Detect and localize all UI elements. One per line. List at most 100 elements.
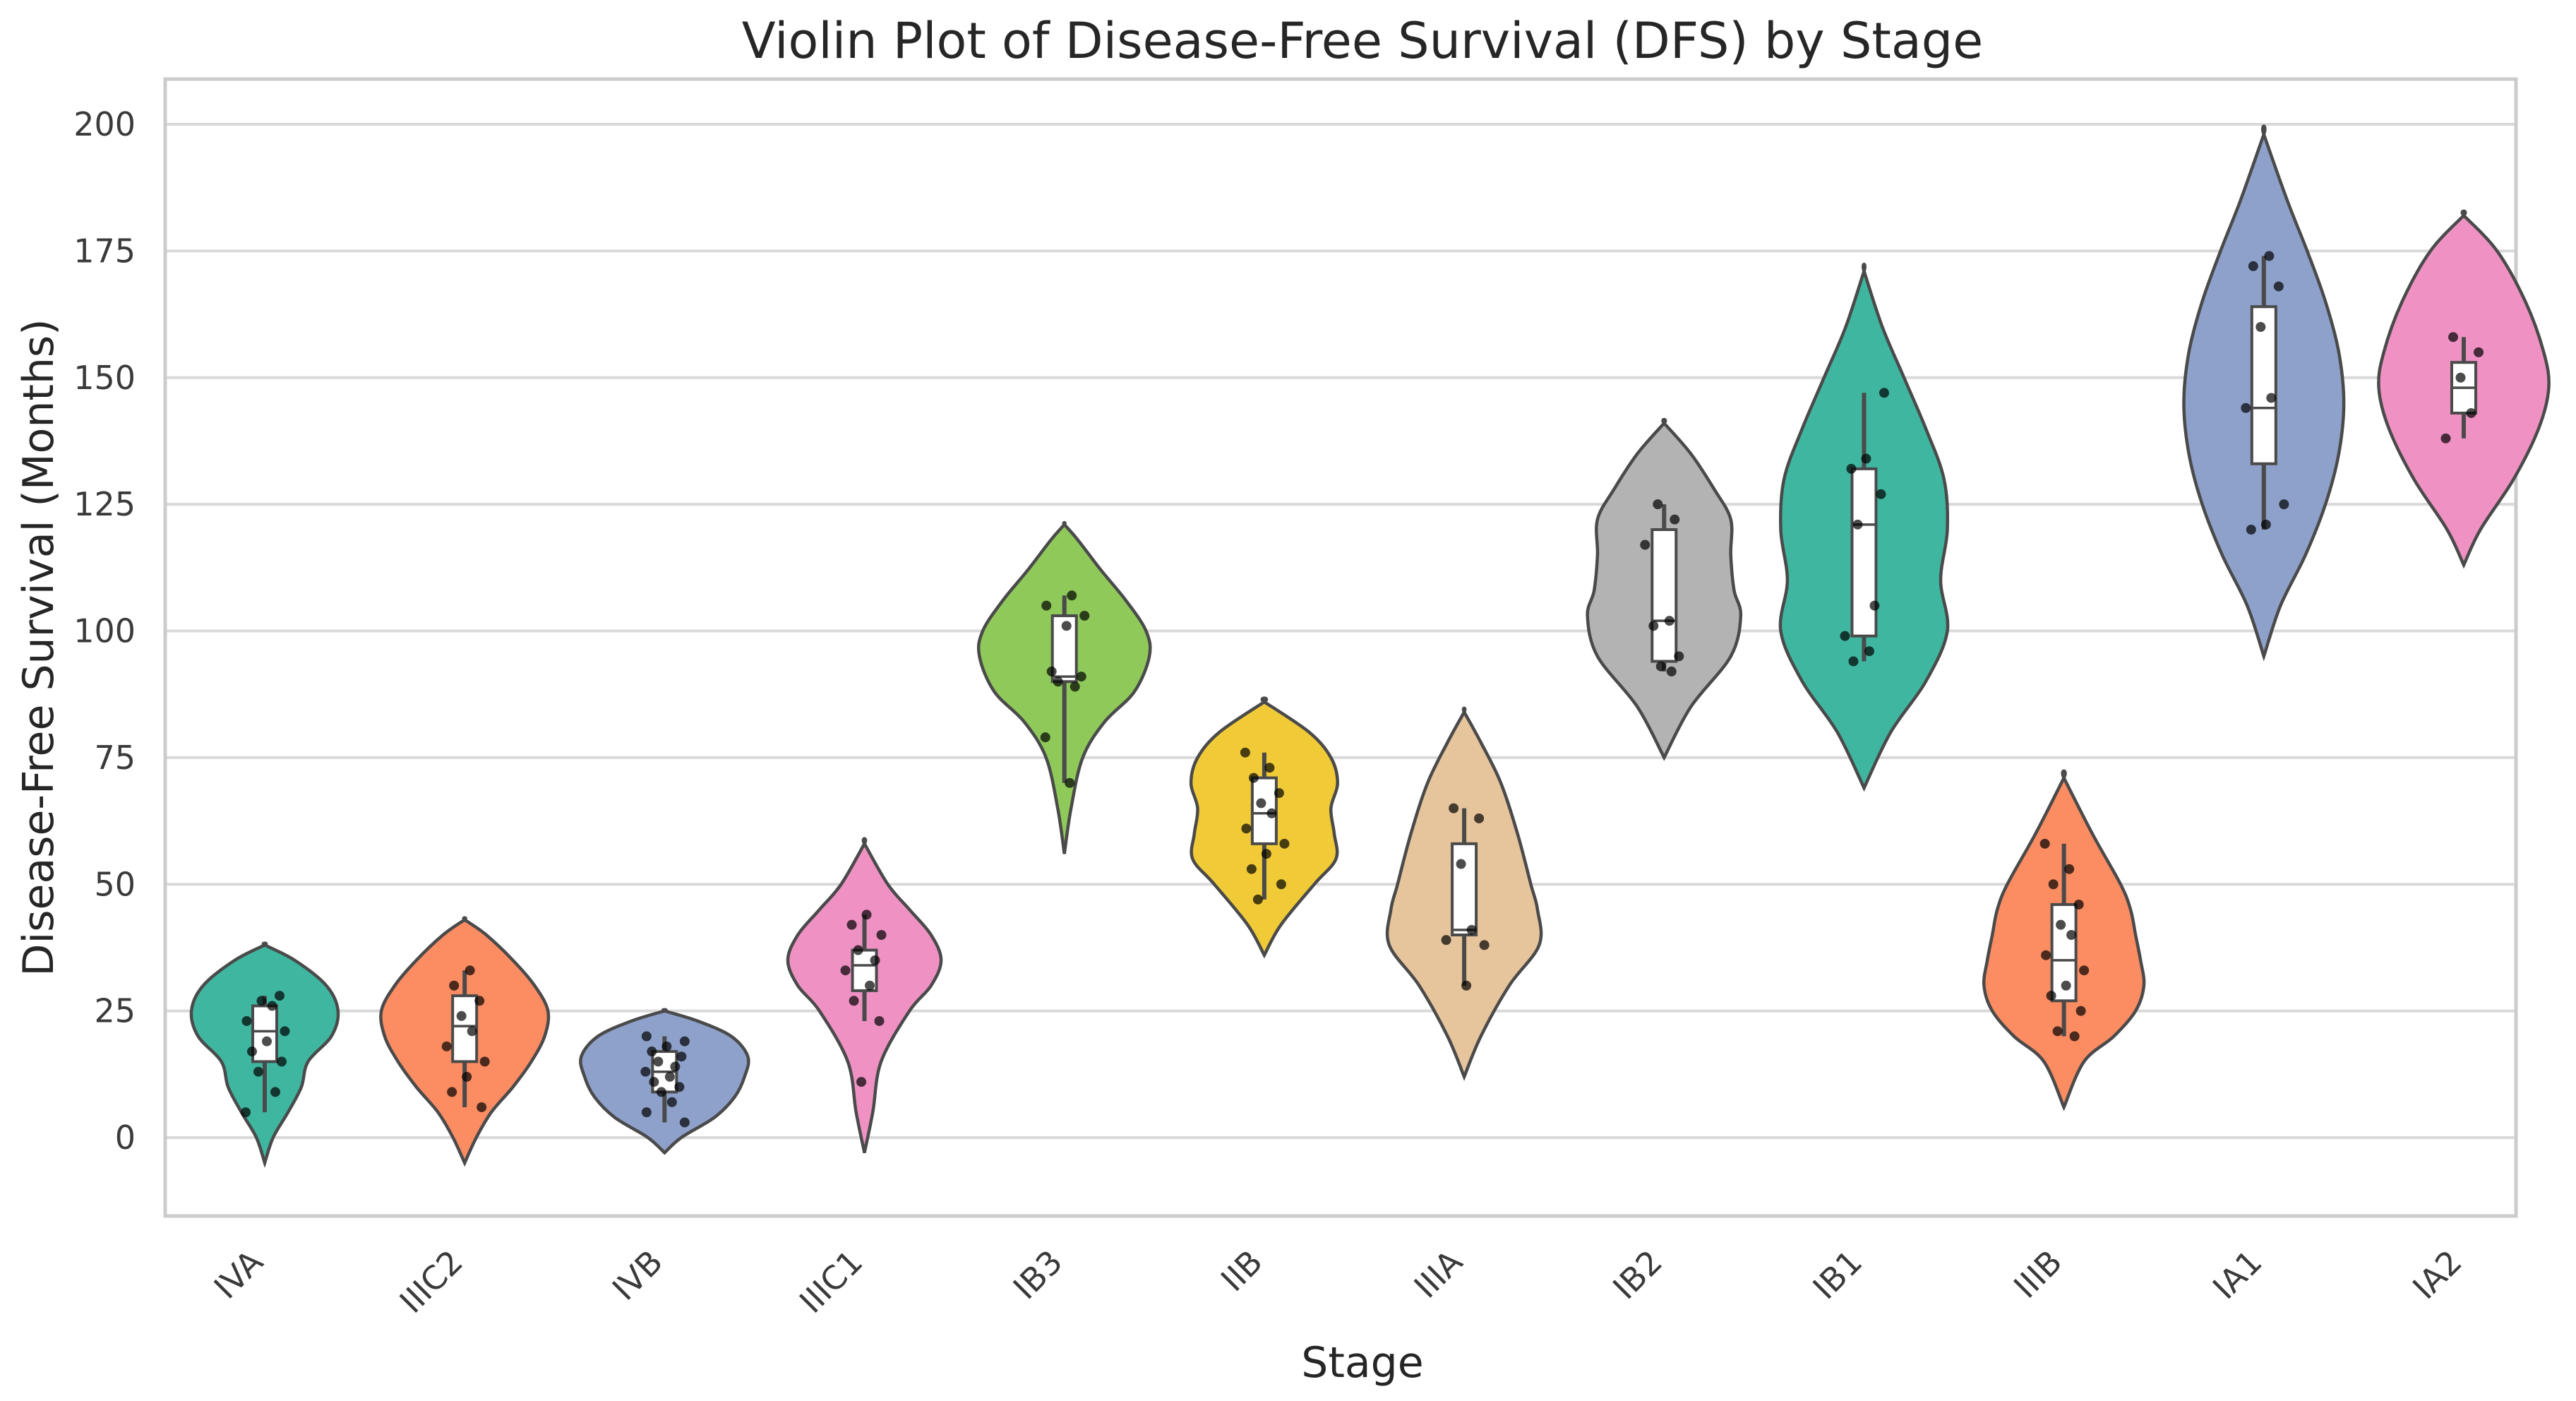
violin-layer	[189, 124, 2551, 1169]
data-point	[462, 1071, 472, 1082]
data-point	[2079, 965, 2090, 976]
data-point	[849, 996, 859, 1006]
data-point	[647, 1047, 657, 1057]
data-point	[2064, 864, 2075, 874]
data-point	[1864, 646, 1874, 657]
data-point	[1079, 610, 1090, 621]
grid-layer	[165, 123, 2516, 1139]
data-point	[2061, 980, 2071, 991]
data-point	[2279, 499, 2289, 510]
data-point	[1279, 838, 1290, 849]
data-point	[1852, 519, 1863, 530]
data-point	[474, 996, 485, 1006]
data-point	[1256, 798, 1266, 809]
data-point	[241, 1015, 252, 1026]
data-point	[280, 1026, 290, 1037]
data-point	[1670, 514, 1680, 525]
box	[1651, 528, 1678, 663]
x-tick-label: IIIA	[1407, 1242, 1470, 1306]
data-point	[653, 1056, 664, 1067]
data-point	[661, 1041, 672, 1051]
data-point	[253, 1066, 263, 1077]
data-point	[477, 1102, 487, 1112]
data-point	[874, 1015, 885, 1026]
violin-group-iiic1	[786, 837, 943, 1153]
y-tick-label: 0	[115, 1119, 136, 1157]
data-point	[641, 1031, 652, 1042]
data-point	[1666, 666, 1677, 676]
data-point	[1449, 803, 1459, 813]
y-tick-label: 50	[94, 865, 136, 903]
violin-group-iib	[1189, 696, 1339, 959]
data-point	[676, 1051, 687, 1062]
data-point	[649, 1077, 659, 1087]
y-tick-label: 25	[94, 992, 136, 1030]
x-tick-label: IIIB	[2006, 1243, 2069, 1306]
data-point	[1241, 823, 1252, 834]
data-point	[1041, 600, 1052, 611]
data-point	[2440, 433, 2451, 443]
data-point	[2066, 930, 2077, 940]
y-tick-label: 150	[73, 359, 136, 397]
data-point	[1240, 747, 1250, 758]
data-point	[270, 1087, 280, 1097]
box	[2250, 305, 2277, 465]
box	[1451, 842, 1478, 936]
data-point	[674, 1082, 685, 1092]
data-point	[2466, 407, 2476, 418]
data-point	[1441, 935, 1451, 946]
data-point	[447, 1087, 457, 1097]
x-tick-label: IB1	[1805, 1243, 1869, 1307]
data-point	[656, 1087, 666, 1097]
data-point	[1461, 980, 1472, 991]
data-point	[1067, 590, 1077, 601]
data-point	[1266, 808, 1277, 818]
data-point	[1065, 777, 1075, 788]
data-point	[2264, 251, 2275, 261]
data-point	[1648, 621, 1659, 631]
y-tick-labels: 0 25 50 75 100 125 150 175 200	[73, 105, 136, 1157]
violin-group-ib2	[1586, 417, 1743, 761]
data-point	[666, 1097, 677, 1107]
data-point	[2056, 919, 2066, 930]
data-point	[465, 965, 475, 976]
data-point	[1869, 600, 1880, 611]
plot-frame	[163, 77, 2518, 1218]
data-point	[2260, 519, 2271, 530]
data-point	[1674, 651, 1684, 662]
data-point	[1653, 499, 1663, 510]
box	[1850, 467, 1878, 638]
data-point	[241, 1107, 251, 1118]
data-point	[856, 1077, 867, 1087]
x-axis-label: Stage	[1301, 1338, 1423, 1388]
data-point	[1246, 864, 1257, 874]
data-point	[664, 1071, 675, 1082]
y-tick-label: 175	[73, 232, 136, 270]
data-point	[853, 945, 863, 955]
y-tick-label: 125	[73, 485, 136, 523]
violin-group-iva	[189, 941, 340, 1169]
data-point	[679, 1117, 690, 1128]
data-point	[1076, 672, 1086, 682]
x-tick-label: IB2	[1605, 1243, 1670, 1307]
data-point	[670, 1061, 681, 1072]
data-point	[1474, 813, 1485, 823]
data-point	[640, 1066, 651, 1077]
data-point	[1274, 788, 1284, 799]
data-point	[1466, 924, 1477, 935]
chart-title: Violin Plot of Disease-Free Survival (DF…	[742, 12, 1984, 70]
violin-group-ia1	[2182, 124, 2346, 662]
data-point	[2448, 332, 2458, 342]
data-point	[262, 1036, 272, 1047]
data-point	[1655, 661, 1666, 672]
data-point	[1861, 453, 1871, 464]
data-point	[2248, 261, 2258, 271]
data-point	[2256, 322, 2266, 332]
data-point	[870, 955, 880, 965]
data-point	[2046, 991, 2056, 1001]
data-point	[2246, 525, 2256, 535]
data-point	[449, 980, 460, 991]
data-point	[679, 1036, 690, 1047]
box	[251, 1004, 278, 1063]
